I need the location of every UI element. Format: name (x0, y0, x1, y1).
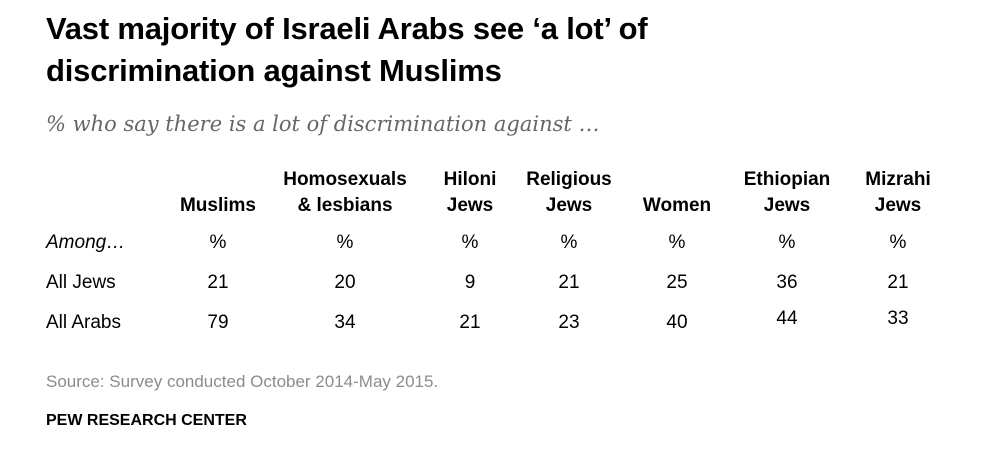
unit-label: % (461, 232, 479, 253)
table-cell: 21 (459, 312, 481, 333)
table-cell: 9 (464, 272, 476, 293)
unit-label: % (336, 232, 354, 253)
column-header-line: Religious (526, 169, 612, 190)
organization-credit: PEW RESEARCH CENTER (46, 412, 247, 429)
table-cell: 23 (558, 312, 580, 333)
column-header-line: Women (642, 195, 712, 216)
stub-header: Among… (46, 232, 126, 253)
column-header: Religious Jews (526, 163, 612, 219)
column-header-line: Muslims (179, 195, 257, 216)
title-line-1: Vast majority of Israeli Arabs see ‘a lo… (46, 11, 648, 46)
column-header-line: Ethiopian (743, 169, 831, 190)
column-header-line: Mizrahi (865, 169, 931, 190)
table-cell: 21 (558, 272, 580, 293)
source-note: Source: Survey conducted October 2014-Ma… (46, 372, 439, 391)
row-label: All Jews (46, 272, 116, 293)
table-cell: 44 (776, 308, 798, 329)
table-cell: 20 (334, 272, 356, 293)
chart-subtitle: % who say there is a lot of discriminati… (46, 112, 600, 136)
column-header-line: Jews (545, 195, 593, 216)
table-cell: 21 (207, 272, 229, 293)
table-cell: 33 (887, 308, 909, 329)
table-cell: 34 (334, 312, 356, 333)
table-cell: 25 (666, 272, 688, 293)
column-header: Muslims (180, 163, 256, 219)
column-header-line: Hiloni (443, 169, 497, 190)
column-header: Ethiopian Jews (744, 163, 831, 219)
unit-label: % (560, 232, 578, 253)
column-header-line: Jews (874, 195, 922, 216)
table-cell: 40 (666, 312, 688, 333)
column-header: Mizrahi Jews (865, 163, 930, 219)
title-line-2: discrimination against Muslims (46, 53, 502, 88)
column-header-line: & lesbians (297, 195, 393, 216)
unit-label: % (668, 232, 686, 253)
column-header: Hiloni Jews (444, 163, 497, 219)
column-header-line: Homosexuals (283, 169, 407, 190)
chart-title: Vast majority of Israeli Arabs see ‘a lo… (46, 8, 946, 92)
unit-label: % (778, 232, 796, 253)
row-label: All Arabs (46, 312, 121, 333)
column-header: Women (643, 163, 711, 219)
column-header-line: Jews (763, 195, 811, 216)
table-cell: 36 (776, 272, 798, 293)
column-header: Homosexuals & lesbians (283, 163, 407, 219)
table-cell: 21 (887, 272, 909, 293)
unit-label: % (889, 232, 907, 253)
column-header-line: Jews (446, 195, 494, 216)
table-cell: 79 (207, 312, 229, 333)
unit-label: % (209, 232, 227, 253)
